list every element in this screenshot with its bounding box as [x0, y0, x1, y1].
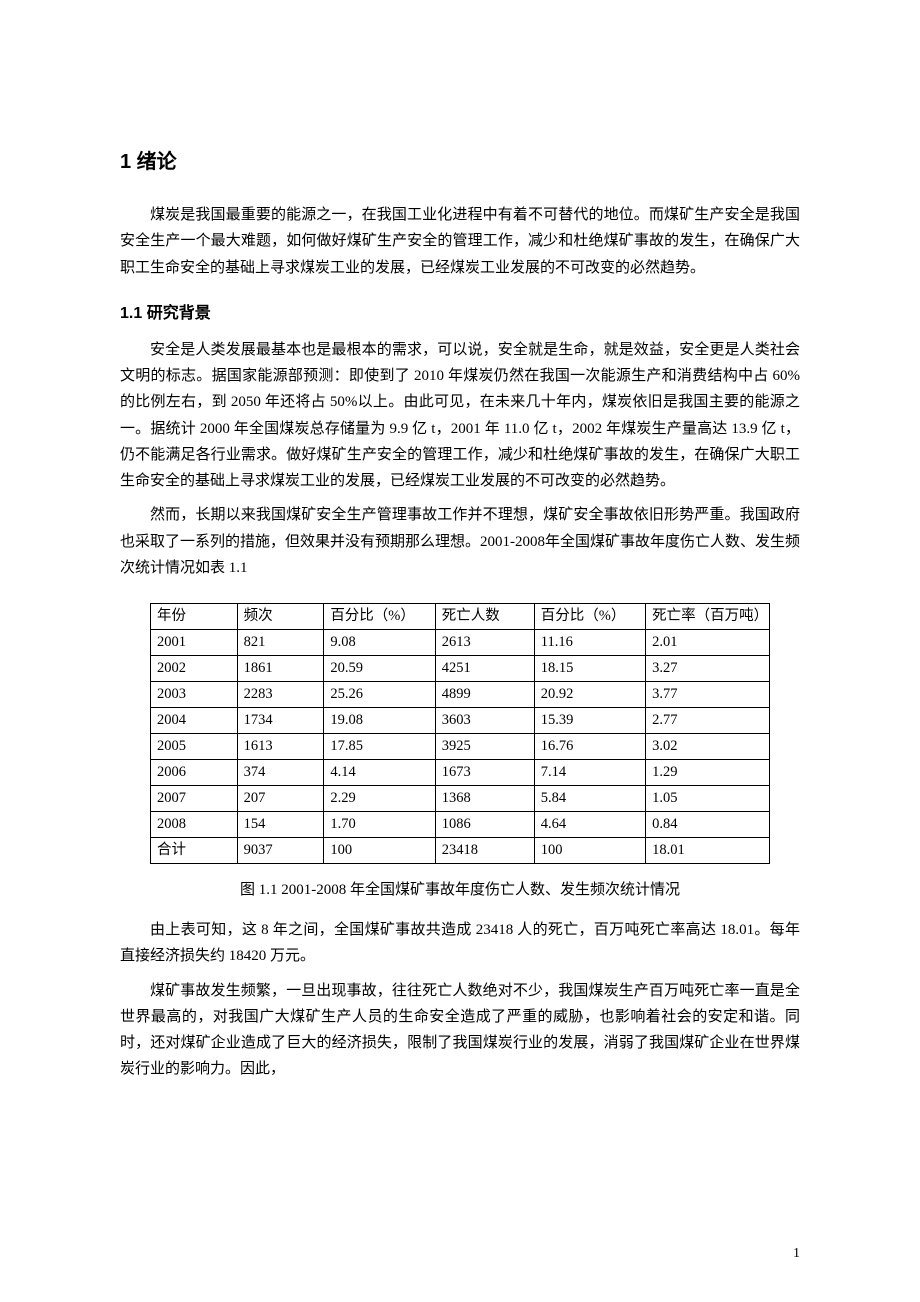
table-cell: 0.84 [646, 812, 770, 838]
table-cell: 合计 [151, 838, 238, 864]
table-row: 2005161317.85392516.763.02 [151, 734, 770, 760]
table-cell: 2.01 [646, 630, 770, 656]
table-cell: 2002 [151, 656, 238, 682]
table-cell: 20.59 [324, 656, 435, 682]
table-row: 2004173419.08360315.392.77 [151, 708, 770, 734]
table-row: 20063744.1416737.141.29 [151, 760, 770, 786]
table-cell: 154 [237, 812, 324, 838]
col-freq: 频次 [237, 604, 324, 630]
table-cell: 9037 [237, 838, 324, 864]
table-cell: 3.77 [646, 682, 770, 708]
table-cell: 100 [534, 838, 645, 864]
table-caption: 图 1.1 2001-2008 年全国煤矿事故年度伤亡人数、发生频次统计情况 [120, 878, 800, 899]
table-cell: 4.64 [534, 812, 645, 838]
table-cell: 374 [237, 760, 324, 786]
table-cell: 1.05 [646, 786, 770, 812]
col-rate: 死亡率（百万吨） [646, 604, 770, 630]
table-cell: 7.14 [534, 760, 645, 786]
table-cell: 9.08 [324, 630, 435, 656]
table-cell: 2001 [151, 630, 238, 656]
table-cell: 15.39 [534, 708, 645, 734]
table-cell: 5.84 [534, 786, 645, 812]
table-row: 2003228325.26489920.923.77 [151, 682, 770, 708]
table-header-row: 年份 频次 百分比（%） 死亡人数 百分比（%） 死亡率（百万吨） [151, 604, 770, 630]
table-cell: 25.26 [324, 682, 435, 708]
stats-table-wrap: 年份 频次 百分比（%） 死亡人数 百分比（%） 死亡率（百万吨） 200182… [150, 603, 770, 864]
table-cell: 1368 [435, 786, 534, 812]
table-cell: 3.27 [646, 656, 770, 682]
table-cell: 1613 [237, 734, 324, 760]
table-cell: 2006 [151, 760, 238, 786]
page: 1 绪论 煤炭是我国最重要的能源之一，在我国工业化进程中有着不可替代的地位。而煤… [0, 0, 920, 1302]
col-year: 年份 [151, 604, 238, 630]
table-cell: 4899 [435, 682, 534, 708]
table-cell: 1861 [237, 656, 324, 682]
table-cell: 11.16 [534, 630, 645, 656]
table-cell: 20.92 [534, 682, 645, 708]
intro-paragraph: 煤炭是我国最重要的能源之一，在我国工业化进程中有着不可替代的地位。而煤矿生产安全… [120, 202, 800, 281]
col-deaths: 死亡人数 [435, 604, 534, 630]
table-cell: 16.76 [534, 734, 645, 760]
paragraph-3: 然而，长期以来我国煤矿安全生产管理事故工作并不理想，煤矿安全事故依旧形势严重。我… [120, 502, 800, 581]
table-cell: 1086 [435, 812, 534, 838]
table-cell: 23418 [435, 838, 534, 864]
table-cell: 2613 [435, 630, 534, 656]
table-cell: 4251 [435, 656, 534, 682]
table-cell: 2008 [151, 812, 238, 838]
table-cell: 19.08 [324, 708, 435, 734]
stats-table: 年份 频次 百分比（%） 死亡人数 百分比（%） 死亡率（百万吨） 200182… [150, 603, 770, 864]
table-cell: 18.15 [534, 656, 645, 682]
table-row: 2002186120.59425118.153.27 [151, 656, 770, 682]
page-number: 1 [793, 1246, 800, 1262]
table-cell: 3603 [435, 708, 534, 734]
table-cell: 207 [237, 786, 324, 812]
table-cell: 2007 [151, 786, 238, 812]
table-cell: 1.70 [324, 812, 435, 838]
table-cell: 2004 [151, 708, 238, 734]
table-cell: 18.01 [646, 838, 770, 864]
paragraph-5: 煤矿事故发生频繁，一旦出现事故，往往死亡人数绝对不少，我国煤炭生产百万吨死亡率一… [120, 978, 800, 1083]
table-body: 20018219.08261311.162.012002186120.59425… [151, 630, 770, 864]
table-cell: 1.29 [646, 760, 770, 786]
table-cell: 3925 [435, 734, 534, 760]
heading-2: 1.1 研究背景 [120, 299, 800, 323]
col-pct2: 百分比（%） [534, 604, 645, 630]
heading-1: 1 绪论 [120, 145, 800, 174]
table-cell: 1734 [237, 708, 324, 734]
table-cell: 100 [324, 838, 435, 864]
table-cell: 821 [237, 630, 324, 656]
table-cell: 2003 [151, 682, 238, 708]
table-row: 20081541.7010864.640.84 [151, 812, 770, 838]
paragraph-4: 由上表可知，这 8 年之间，全国煤矿事故共造成 23418 人的死亡，百万吨死亡… [120, 917, 800, 970]
table-cell: 3.02 [646, 734, 770, 760]
table-cell: 2.29 [324, 786, 435, 812]
table-cell: 1673 [435, 760, 534, 786]
paragraph-2: 安全是人类发展最基本也是最根本的需求，可以说，安全就是生命，就是效益，安全更是人… [120, 337, 800, 495]
table-row: 20018219.08261311.162.01 [151, 630, 770, 656]
table-cell: 2283 [237, 682, 324, 708]
table-cell: 2.77 [646, 708, 770, 734]
table-cell: 2005 [151, 734, 238, 760]
table-cell: 17.85 [324, 734, 435, 760]
col-pct1: 百分比（%） [324, 604, 435, 630]
table-row: 合计90371002341810018.01 [151, 838, 770, 864]
table-row: 20072072.2913685.841.05 [151, 786, 770, 812]
table-cell: 4.14 [324, 760, 435, 786]
